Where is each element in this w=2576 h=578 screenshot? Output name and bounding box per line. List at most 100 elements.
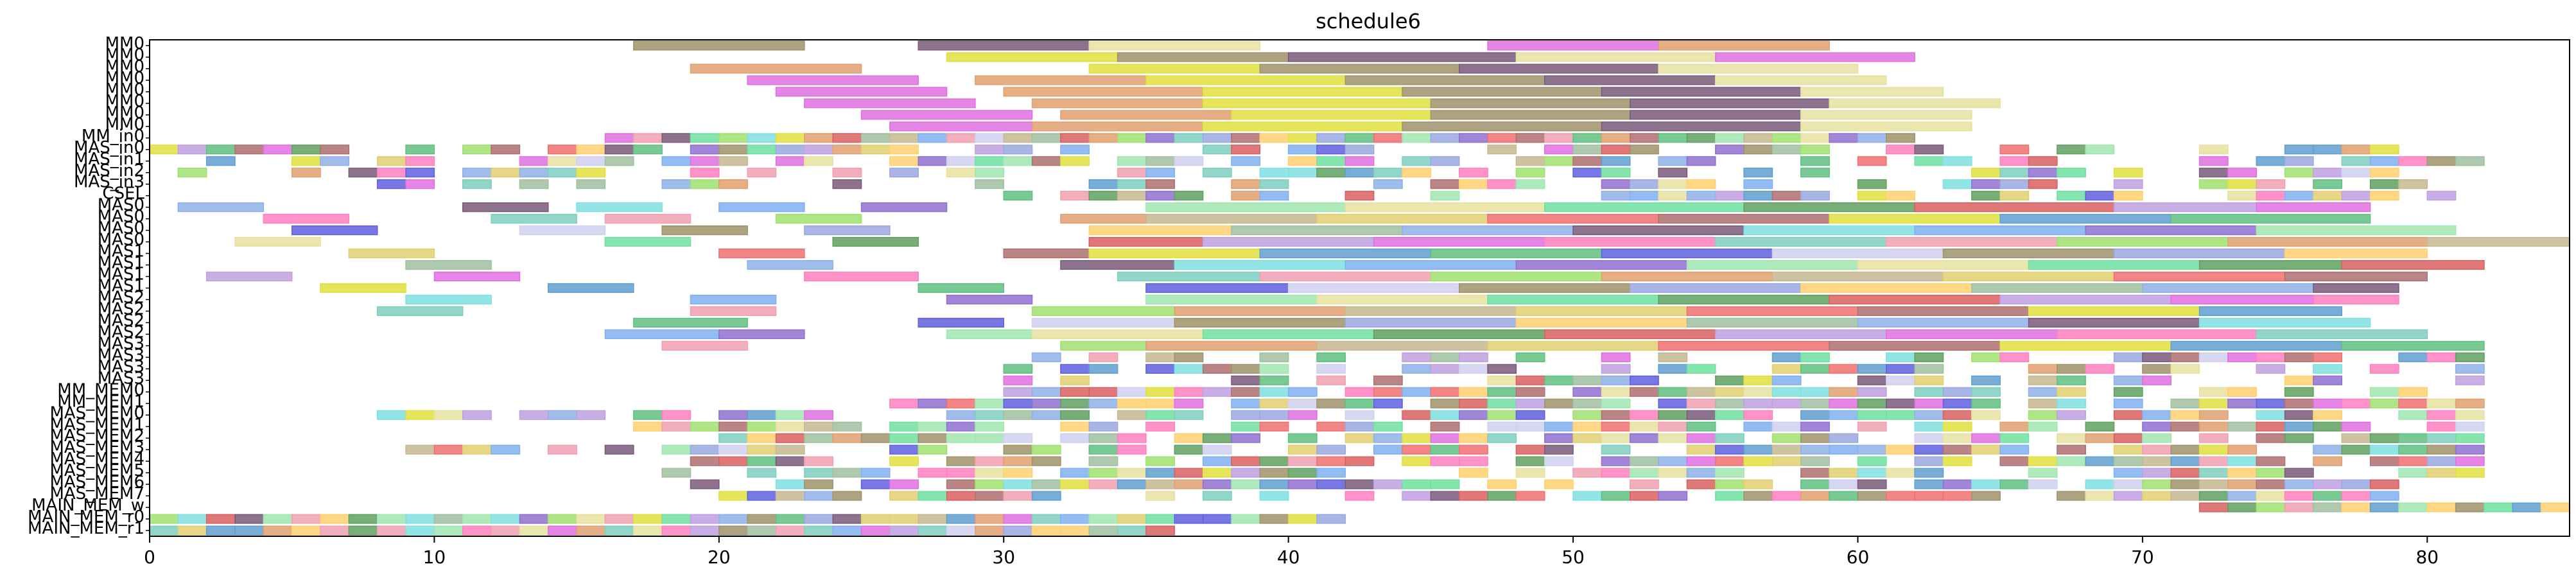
gantt-cell bbox=[1345, 387, 1375, 397]
y-tick-label: MAS_in0 bbox=[74, 138, 144, 157]
gantt-bar bbox=[860, 202, 948, 213]
gantt-cell bbox=[2426, 421, 2457, 432]
gantt-bar bbox=[1402, 225, 1574, 236]
gantt-bar bbox=[1117, 52, 1289, 62]
gantt-bar bbox=[1487, 214, 1659, 224]
gantt-cell bbox=[918, 156, 948, 166]
gantt-bar bbox=[1886, 329, 2058, 339]
gantt-cell bbox=[1544, 421, 1574, 432]
gantt-cell bbox=[975, 468, 1004, 478]
gantt-cell bbox=[775, 514, 805, 524]
gantt-bar bbox=[1430, 110, 1631, 120]
gantt-cell bbox=[2142, 410, 2171, 420]
gantt-bar bbox=[1715, 237, 1887, 247]
gantt-bar bbox=[1601, 271, 1773, 282]
gantt-cell bbox=[1800, 133, 1830, 143]
gantt-bar bbox=[804, 225, 891, 236]
gantt-cell bbox=[2455, 398, 2485, 408]
gantt-cell bbox=[1145, 179, 1176, 189]
gantt-cell bbox=[2142, 479, 2171, 489]
gantt-cell bbox=[2170, 479, 2200, 489]
bars-layer bbox=[149, 40, 2570, 536]
gantt-cell bbox=[1629, 468, 1659, 478]
gantt-cell bbox=[2170, 363, 2200, 374]
gantt-cell bbox=[548, 156, 577, 166]
gantt-bar bbox=[747, 75, 919, 85]
gantt-cell bbox=[1174, 352, 1204, 362]
y-tick-label: MAS2 bbox=[98, 299, 144, 319]
gantt-cell bbox=[2398, 387, 2428, 397]
gantt-cell bbox=[2198, 168, 2229, 178]
gantt-cell bbox=[491, 514, 521, 524]
gantt-cell bbox=[1572, 433, 1603, 443]
gantt-cell bbox=[1800, 444, 1830, 455]
gantt-cell bbox=[747, 444, 777, 455]
gantt-cell bbox=[1771, 387, 1802, 397]
gantt-cell bbox=[1857, 421, 1887, 432]
gantt-bar bbox=[1145, 75, 1346, 85]
x-tick-label: 20 bbox=[708, 547, 731, 568]
gantt-bar bbox=[832, 237, 919, 247]
gantt-cell bbox=[1088, 421, 1118, 432]
gantt-cell bbox=[1259, 398, 1289, 408]
gantt-cell bbox=[462, 410, 492, 420]
y-tick-label: MAS_MEM2 bbox=[49, 426, 144, 446]
gantt-cell bbox=[2085, 433, 2115, 443]
gantt-cell bbox=[1145, 456, 1176, 466]
gantt-bar bbox=[1202, 87, 1403, 97]
gantt-cell bbox=[1857, 456, 1887, 466]
gantt-cell bbox=[2142, 456, 2171, 466]
gantt-cell bbox=[2057, 363, 2086, 374]
gantt-cell bbox=[2113, 456, 2143, 466]
gantt-cell bbox=[2284, 387, 2314, 397]
gantt-cell bbox=[576, 156, 606, 166]
gantt-cell bbox=[1971, 491, 2001, 501]
gantt-cell bbox=[1999, 352, 2030, 362]
gantt-cell bbox=[1886, 191, 1915, 201]
y-tick-label: MAS_MEM3 bbox=[49, 438, 144, 457]
gantt-cell bbox=[2426, 502, 2457, 512]
gantt-cell bbox=[889, 514, 919, 524]
gantt-cell bbox=[1402, 491, 1432, 501]
gantt-bar bbox=[234, 237, 321, 247]
gantt-cell bbox=[1430, 433, 1460, 443]
gantt-cell bbox=[1088, 525, 1118, 536]
gantt-cell bbox=[1458, 433, 1488, 443]
gantt-cell bbox=[1060, 479, 1090, 489]
gantt-cell bbox=[1003, 491, 1033, 501]
gantt-cell bbox=[718, 156, 748, 166]
gantt-cell bbox=[1259, 191, 1289, 201]
gantt-cell bbox=[2284, 491, 2314, 501]
gantt-cell bbox=[1771, 456, 1802, 466]
gantt-cell bbox=[918, 133, 948, 143]
gantt-cell bbox=[1287, 398, 1318, 408]
gantt-cell bbox=[2455, 421, 2485, 432]
gantt-cell bbox=[1060, 375, 1090, 385]
gantt-cell bbox=[2284, 421, 2314, 432]
gantt-cell bbox=[433, 410, 464, 420]
gantt-bar bbox=[405, 259, 492, 270]
gantt-cell bbox=[2028, 421, 2058, 432]
gantt-cell bbox=[975, 144, 1004, 155]
gantt-cell bbox=[205, 514, 236, 524]
gantt-cell bbox=[2227, 352, 2257, 362]
gantt-cell bbox=[1771, 398, 1802, 408]
gantt-bar bbox=[1715, 52, 1915, 62]
gantt-cell bbox=[2284, 468, 2314, 478]
gantt-cell bbox=[1601, 352, 1631, 362]
gantt-cell bbox=[1458, 387, 1488, 397]
gantt-bar bbox=[661, 340, 748, 351]
gantt-cell bbox=[860, 514, 891, 524]
gantt-cell bbox=[1316, 468, 1346, 478]
gantt-cell bbox=[1658, 491, 1688, 501]
gantt-cell bbox=[2369, 191, 2399, 201]
gantt-cell bbox=[2284, 375, 2314, 385]
gantt-cell bbox=[519, 514, 549, 524]
gantt-cell bbox=[889, 433, 919, 443]
gantt-cell bbox=[1430, 363, 1460, 374]
gantt-cell bbox=[2256, 479, 2286, 489]
gantt-cell bbox=[2398, 468, 2428, 478]
gantt-cell bbox=[1629, 144, 1659, 155]
gantt-bar bbox=[1430, 271, 1603, 282]
gantt-bar bbox=[2256, 225, 2457, 236]
